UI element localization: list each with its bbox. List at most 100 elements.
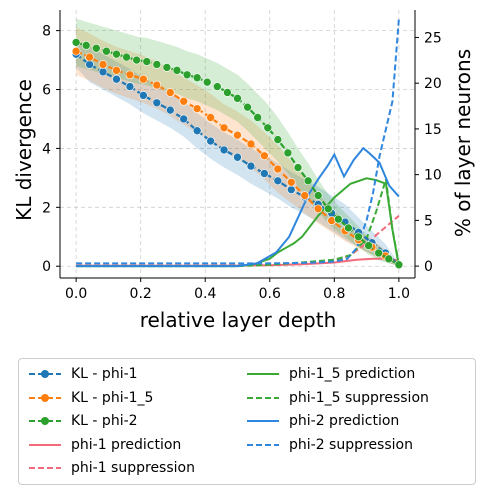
point-kl-phi-1 [139, 91, 148, 100]
point-kl-phi-1 [246, 161, 256, 171]
point-kl-phi-1-5 [192, 104, 202, 113]
x-tick-label: 0.0 [65, 286, 87, 302]
point-kl-phi-2 [202, 77, 212, 87]
point-kl-phi-2 [71, 38, 81, 47]
y-right-tick-label: 0 [424, 259, 433, 275]
point-kl-phi-1-5 [139, 74, 148, 84]
legend-swatch [247, 443, 279, 446]
point-kl-phi-1-5 [71, 46, 81, 56]
legend-item: phi-1_5 suppression [245, 387, 429, 409]
kl-lines [71, 38, 404, 270]
point-kl-phi-1-5 [313, 204, 323, 214]
point-kl-phi-2 [323, 204, 333, 214]
legend-swatch [29, 370, 61, 378]
point-kl-phi-1 [98, 67, 108, 77]
point-kl-phi-2 [303, 176, 313, 186]
y-left-tick-label: 2 [42, 200, 51, 216]
legend-item: KL - phi-1_5 [27, 387, 153, 409]
point-kl-phi-1-5 [300, 191, 310, 200]
legend-swatch [247, 373, 279, 375]
point-kl-phi-2 [334, 214, 343, 224]
y-right-tick-label: 5 [424, 213, 433, 229]
line-phi-2-suppression [76, 19, 400, 265]
y-axis-left-label: KL divergence [12, 79, 36, 221]
legend-swatch [29, 417, 61, 425]
point-kl-phi-2 [102, 46, 111, 56]
neuron-lines [76, 19, 400, 268]
line-phi-1-prediction [76, 257, 400, 267]
point-kl-phi-1-5 [206, 113, 215, 122]
legend-item: KL - phi-2 [27, 410, 138, 432]
point-kl-phi-2 [354, 232, 363, 242]
tick-labels: 0.0 0.2 0.4 0.6 0.8 1.0 0 2 4 6 8 0 5 10 15 20 25 [42, 24, 442, 302]
point-kl-phi-2 [283, 148, 293, 158]
point-kl-phi-2 [192, 73, 202, 83]
point-kl-phi-1 [85, 60, 94, 69]
point-kl-phi-2 [394, 260, 404, 270]
y-axis-right-label: % of layer neurons [451, 49, 475, 237]
point-kl-phi-1-5 [260, 151, 269, 161]
point-kl-phi-2 [253, 113, 262, 122]
x-tick-label: 1.0 [388, 286, 410, 302]
point-kl-phi-1 [192, 126, 202, 136]
x-tick-label: 0.2 [130, 286, 152, 302]
point-kl-phi-2 [81, 41, 91, 50]
legend-item: KL - phi-1 [27, 363, 138, 385]
point-kl-phi-1 [206, 136, 215, 146]
point-kl-phi-1 [165, 105, 175, 115]
legend-label: phi-1_5 prediction [289, 366, 416, 382]
point-kl-phi-2 [344, 223, 353, 233]
legend-label: phi-1_5 suppression [289, 389, 429, 406]
legend-item: phi-1 suppression [27, 457, 195, 479]
point-kl-phi-1 [273, 176, 283, 186]
legend-label: KL - phi-1_5 [71, 389, 154, 406]
point-kl-phi-1 [125, 82, 135, 91]
point-kl-phi-1 [219, 145, 229, 155]
point-kl-phi-2 [273, 135, 283, 144]
point-kl-phi-2 [182, 70, 192, 80]
y-right-tick-label: 25 [424, 30, 442, 46]
legend-label: phi-2 prediction [289, 413, 400, 429]
legend-item: phi-2 prediction [245, 410, 399, 432]
point-kl-phi-2 [364, 241, 373, 250]
legend-swatch [247, 420, 279, 422]
x-tick-label: 0.8 [323, 286, 345, 302]
point-kl-phi-1-5 [179, 96, 189, 106]
legend-label: phi-1 prediction [71, 436, 182, 453]
point-kl-phi-2 [384, 254, 394, 264]
point-kl-phi-1 [233, 152, 242, 162]
point-kl-phi-2 [223, 88, 232, 97]
point-kl-phi-2 [132, 55, 141, 65]
point-kl-phi-2 [142, 57, 152, 66]
point-kl-phi-1-5 [233, 130, 242, 140]
point-kl-phi-2 [172, 66, 182, 75]
y-left-tick-label: 0 [42, 259, 51, 275]
point-kl-phi-2 [293, 163, 303, 172]
point-kl-phi-2 [152, 60, 162, 69]
legend: KL - phi-1 KL - phi-1_5 KL - phi-2 phi-1 pr… [18, 358, 476, 485]
point-kl-phi-2 [122, 52, 131, 62]
y-right-tick-label: 20 [424, 76, 442, 92]
point-kl-phi-2 [162, 63, 172, 72]
legend-label: KL - phi-1 [71, 366, 138, 382]
point-kl-phi-2 [92, 43, 101, 53]
point-kl-phi-2 [233, 94, 242, 103]
legend-swatch [29, 393, 61, 402]
y-left-tick-label: 4 [42, 141, 51, 157]
x-axis-label: relative layer depth [140, 308, 337, 332]
legend-label: KL - phi-2 [71, 413, 138, 429]
legend-label: phi-2 suppression [289, 436, 413, 453]
line-phi-1-5-suppression [76, 178, 400, 268]
point-kl-phi-1-5 [165, 88, 175, 97]
legend-item: phi-1 prediction [27, 434, 181, 456]
legend-item: phi-2 suppression [245, 434, 413, 456]
point-kl-phi-1 [179, 114, 189, 124]
point-kl-phi-2 [112, 49, 121, 59]
y-left-tick-label: 8 [42, 24, 51, 40]
point-kl-phi-2 [243, 102, 252, 112]
legend-swatch [29, 467, 61, 469]
legend-swatch [29, 443, 61, 446]
point-kl-phi-1-5 [246, 139, 256, 149]
point-kl-phi-2 [213, 82, 222, 91]
x-tick-label: 0.4 [194, 286, 216, 302]
